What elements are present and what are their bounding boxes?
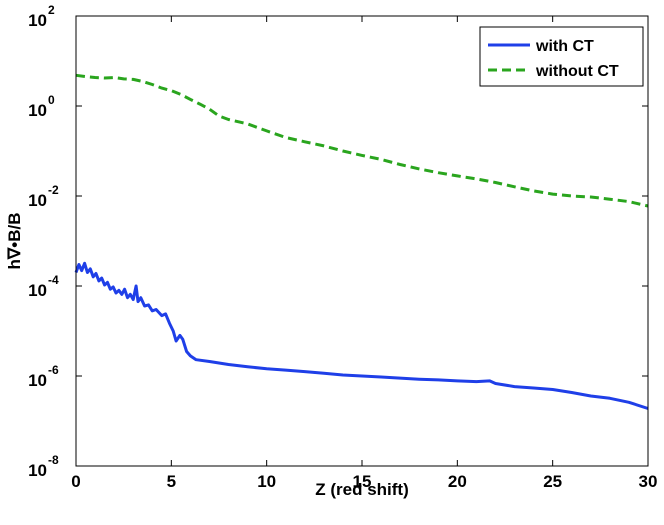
- y-tick-label: 10-6: [28, 363, 59, 390]
- legend-label-1: with CT: [535, 38, 594, 55]
- series-line-2: [75, 73, 649, 208]
- y-tick-label: 10-4: [28, 273, 59, 300]
- x-axis-title: Z (red shift): [315, 480, 409, 499]
- y-tick-exponent: -4: [48, 273, 59, 287]
- x-tick-label: 25: [543, 472, 562, 491]
- y-tick-exponent: -2: [48, 183, 59, 197]
- y-tick-label: 10-8: [28, 453, 59, 480]
- x-tick-label: 30: [639, 472, 658, 491]
- y-tick-exponent: 0: [48, 93, 55, 107]
- x-tick-label: 15: [353, 472, 372, 491]
- x-tick-label: 10: [257, 472, 276, 491]
- y-tick-base: 10: [28, 191, 47, 210]
- y-tick-exponent: 2: [48, 3, 55, 17]
- y-axis-title: h∇•B/B: [5, 213, 24, 270]
- y-tick-base: 10: [28, 11, 47, 30]
- legend-box: [479, 26, 644, 87]
- y-tick-base: 10: [28, 461, 47, 480]
- y-tick-label: 102: [28, 3, 55, 30]
- x-axis: 0 5 10 15 20 25 30: [71, 16, 657, 491]
- y-tick-base: 10: [28, 281, 47, 300]
- y-tick-exponent: -6: [48, 363, 59, 377]
- x-tick-label: 5: [167, 472, 176, 491]
- y-tick-label: 100: [28, 93, 55, 120]
- y-tick-base: 10: [28, 371, 47, 390]
- x-tick-label: 0: [71, 472, 80, 491]
- legend: with CT without CT: [479, 26, 644, 87]
- series-layer: [74, 73, 649, 410]
- legend-label-2: without CT: [535, 63, 619, 80]
- series-line-1: [74, 261, 649, 410]
- y-tick-base: 10: [28, 101, 47, 120]
- x-tick-label: 20: [448, 472, 467, 491]
- y-tick-exponent: -8: [48, 453, 59, 467]
- y-tick-label: 10-2: [28, 183, 59, 210]
